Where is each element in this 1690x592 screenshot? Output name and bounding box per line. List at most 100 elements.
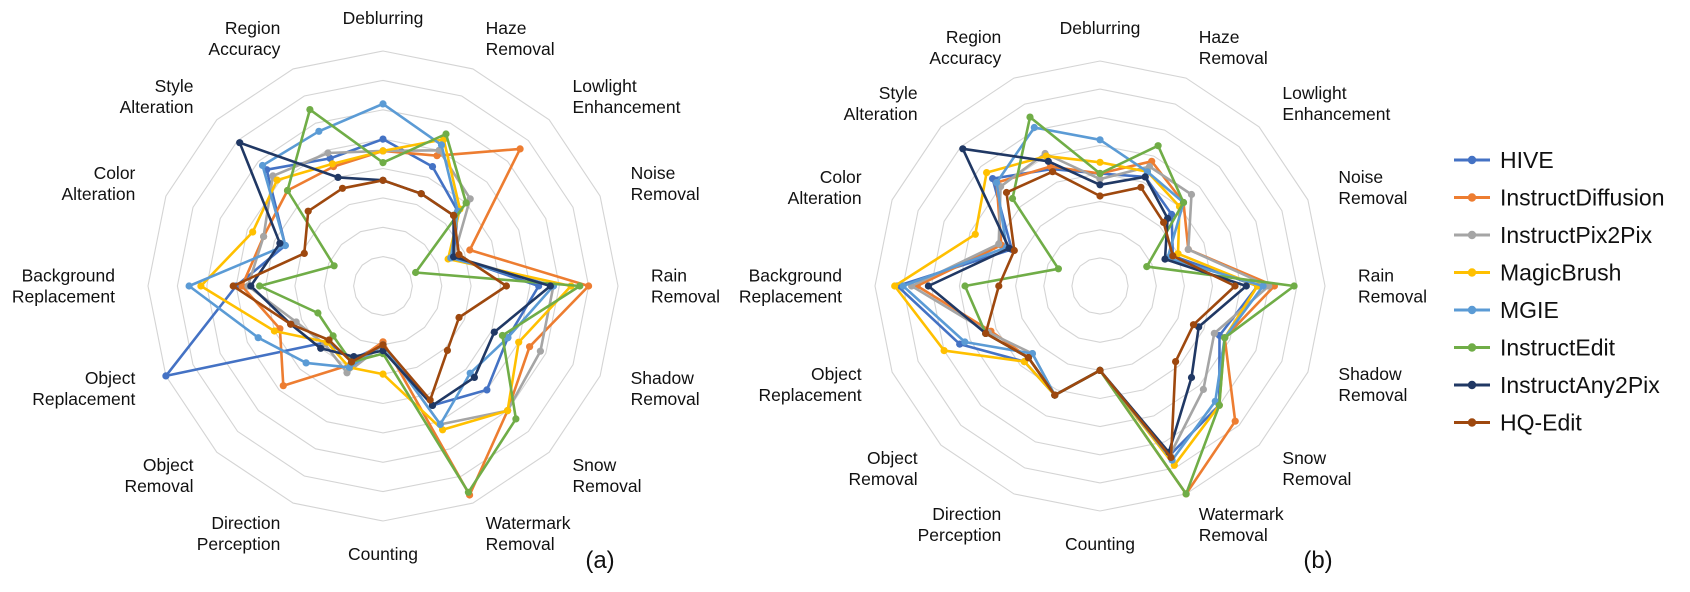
data-point xyxy=(483,386,491,394)
data-point xyxy=(450,253,458,261)
data-point xyxy=(1026,113,1034,121)
legend-item-instructdiffusion: InstructDiffusion xyxy=(1454,185,1664,211)
data-point xyxy=(236,139,244,147)
data-point xyxy=(1024,354,1032,362)
data-point xyxy=(426,396,434,404)
axis-label-line: Rain xyxy=(651,266,687,286)
data-point xyxy=(1231,417,1239,425)
data-point xyxy=(292,318,300,326)
grid-ring xyxy=(958,144,1242,428)
axis-label-counting: Counting xyxy=(348,544,418,564)
grid-ring xyxy=(1071,257,1129,315)
legend-item-hive: HIVE xyxy=(1454,147,1554,173)
data-point xyxy=(1215,401,1223,409)
grid-ring xyxy=(353,256,413,316)
data-point xyxy=(504,407,512,415)
axis-label-snow-removal: Snow Removal xyxy=(573,455,642,496)
data-point xyxy=(249,228,257,236)
axis-label-line: Perception xyxy=(918,525,1002,545)
axis-label-line: Counting xyxy=(1065,534,1135,554)
data-point xyxy=(455,250,463,259)
axis-label-line: Noise xyxy=(1338,167,1383,187)
grid-ring xyxy=(874,60,1326,512)
data-point xyxy=(440,135,448,143)
data-point xyxy=(343,369,351,377)
data-point xyxy=(317,344,325,352)
grid-ring xyxy=(235,138,531,434)
axis-label-region-accuracy: Region Accuracy xyxy=(208,18,280,59)
axis-label-line: Removal xyxy=(651,287,720,307)
data-point xyxy=(961,282,969,290)
axis-label-line: Alteration xyxy=(120,97,194,117)
axis-label-line: Replacement xyxy=(12,287,115,307)
axis-label-line: Snow xyxy=(573,455,617,475)
axis-label-background-replacement: Background Replacement xyxy=(739,266,842,307)
axis-label-watermark-removal: Watermark Removal xyxy=(486,513,571,554)
data-point xyxy=(379,147,387,155)
axis-label-object-replacement: Object Replacement xyxy=(32,368,135,409)
axis-label-counting: Counting xyxy=(1065,534,1135,554)
grid-ring xyxy=(930,116,1270,456)
data-point xyxy=(464,488,472,496)
legend-label: HIVE xyxy=(1500,147,1554,173)
data-point xyxy=(345,363,353,371)
axis-label-line: Shadow xyxy=(1338,364,1402,384)
axis-label-region-accuracy: Region Accuracy xyxy=(929,27,1001,68)
data-point xyxy=(1259,282,1267,290)
data-point xyxy=(314,309,322,317)
data-point xyxy=(516,145,524,153)
axis-label-object-replacement: Object Replacement xyxy=(758,364,861,405)
axis-label-line: Shadow xyxy=(631,368,695,388)
data-point xyxy=(983,169,991,177)
legend-label: InstructAny2Pix xyxy=(1500,372,1660,398)
data-point xyxy=(1096,136,1104,144)
axis-label-direction-perception: Direction Perception xyxy=(197,513,281,554)
data-point xyxy=(1199,385,1207,393)
data-point xyxy=(325,336,333,344)
axis-label-rain-removal: Rain Removal xyxy=(651,266,720,307)
axis-label-shadow-removal: Shadow Removal xyxy=(631,368,700,409)
axis-label-line: Removal xyxy=(1358,287,1427,307)
data-point xyxy=(504,334,512,342)
data-point xyxy=(576,282,584,290)
data-point xyxy=(326,154,334,162)
grid-ring xyxy=(147,50,619,522)
data-point xyxy=(1051,391,1059,399)
data-point xyxy=(490,328,498,336)
data-point xyxy=(1096,169,1104,178)
data-point xyxy=(185,282,193,290)
data-point xyxy=(379,100,387,108)
series-hq-edit xyxy=(229,176,510,404)
axis-label-background-replacement: Background Replacement xyxy=(12,266,115,307)
axis-label-line: Alteration xyxy=(788,188,862,208)
data-point xyxy=(1096,181,1104,189)
axis-label-line: Counting xyxy=(348,544,418,564)
data-point xyxy=(1187,190,1196,199)
legend-swatch-marker xyxy=(1467,343,1477,352)
axis-label-line: Removal xyxy=(631,184,700,204)
axis-label-line: Watermark xyxy=(1199,504,1284,524)
data-point xyxy=(1169,252,1177,260)
axis-label-line: Color xyxy=(820,167,862,187)
data-point xyxy=(338,184,347,192)
axis-label-line: Deblurring xyxy=(343,8,424,28)
axis-label-line: Region xyxy=(225,18,280,38)
data-point xyxy=(279,382,287,390)
data-point xyxy=(1141,173,1149,181)
data-point xyxy=(443,346,451,354)
axis-label-line: Background xyxy=(749,266,842,286)
data-point xyxy=(197,282,205,290)
grid-ring xyxy=(902,88,1298,484)
legend-swatch-marker xyxy=(1467,305,1477,315)
axis-label-line: Object xyxy=(143,455,194,475)
legend-item-magicbrush: MagicBrush xyxy=(1454,260,1621,286)
data-point xyxy=(455,313,463,322)
legend-label: MGIE xyxy=(1500,297,1559,323)
data-point xyxy=(466,246,474,254)
data-point xyxy=(995,282,1003,290)
data-point xyxy=(258,161,267,170)
legend-item-hq-edit: HQ-Edit xyxy=(1454,410,1582,436)
data-point xyxy=(412,268,420,277)
